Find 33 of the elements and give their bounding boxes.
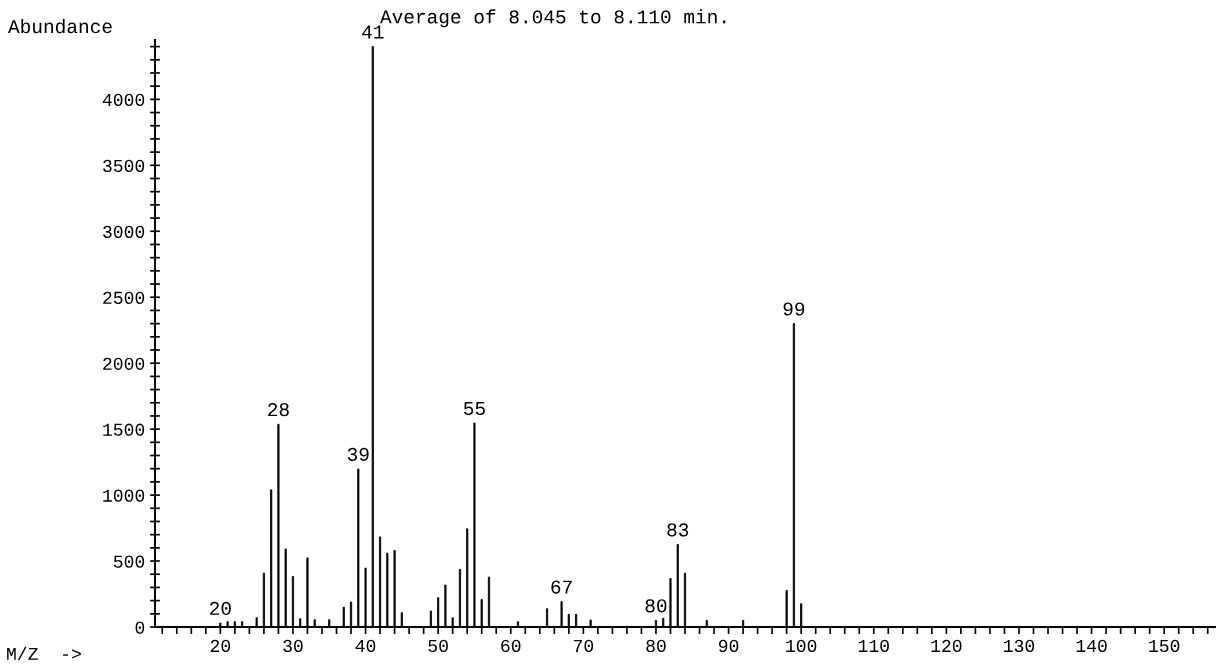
x-tick-label: 130 [1004, 639, 1035, 653]
x-tick-label: 60 [501, 639, 521, 653]
y-tick-label: 0 [135, 621, 145, 634]
x-tick-label: 140 [1076, 639, 1107, 653]
y-tick-label: 3000 [103, 225, 145, 238]
y-tick-label: 500 [113, 555, 145, 568]
y-tick-label: 2500 [103, 291, 145, 304]
y-tick-label: 2000 [103, 357, 145, 370]
annotation: 83 [667, 523, 689, 537]
y-tick-label: 1000 [103, 489, 145, 502]
y-tick-label: 3500 [103, 159, 145, 173]
annotation: 67 [551, 580, 572, 594]
annotation: 20 [210, 601, 231, 616]
x-tick-label: 20 [210, 639, 231, 653]
annotation: 28 [268, 403, 289, 417]
x-tick-label: 100 [786, 639, 817, 653]
annotation: 39 [347, 447, 369, 461]
x-axis-title: M/Z -> [7, 646, 81, 661]
x-tick-label: 70 [573, 639, 594, 653]
x-tick-label: 120 [931, 639, 962, 653]
y-tick-label: 4000 [102, 93, 145, 107]
y-tick-label: 1500 [103, 423, 145, 436]
annotation: 99 [783, 302, 805, 316]
annotation: 80 [645, 599, 667, 613]
x-tick-label: 40 [355, 639, 376, 653]
x-tick-label: 80 [646, 639, 666, 653]
x-tick-label: 150 [1149, 639, 1180, 653]
x-tick-label: 110 [858, 639, 889, 653]
x-tick-label: 30 [283, 639, 303, 653]
annotation: 55 [464, 402, 485, 416]
y-axis-title: Abundance [8, 18, 112, 34]
x-tick-label: 90 [718, 639, 739, 653]
x-tick-label: 50 [428, 639, 448, 653]
